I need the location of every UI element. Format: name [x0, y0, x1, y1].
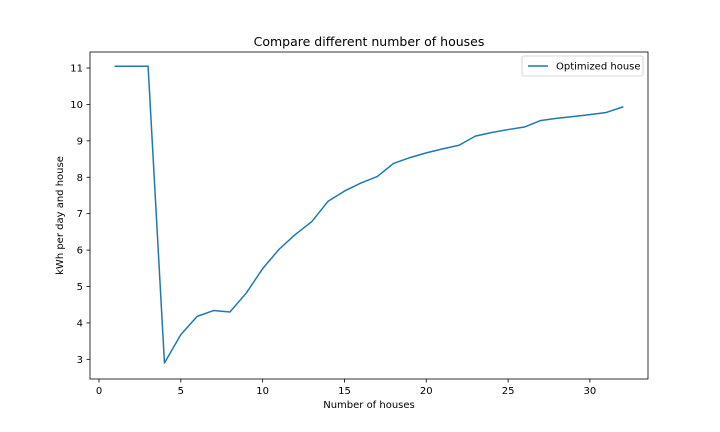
x-tick-label: 5	[178, 386, 184, 397]
x-tick-label: 0	[96, 386, 102, 397]
legend-label-optimized-house: Optimized house	[556, 62, 641, 73]
series-line-optimized-house	[114, 65, 624, 364]
y-tick-label: 8	[77, 173, 83, 184]
x-tick-label: 30	[584, 386, 597, 397]
y-tick-label: 11	[70, 64, 83, 75]
y-tick-label: 10	[70, 100, 83, 111]
x-axis-label: Number of houses	[323, 400, 415, 411]
x-axis-ticks: 0 5 10 15 20 25 30	[96, 379, 596, 397]
y-tick-label: 7	[77, 209, 83, 220]
y-tick-label: 5	[77, 282, 83, 293]
y-tick-label: 6	[77, 246, 83, 257]
legend-box	[521, 55, 644, 77]
y-axis-ticks: 3 4 5 6 7 8 9 10 11	[70, 64, 90, 366]
chart-title: Compare different number of houses	[254, 34, 485, 49]
x-tick-label: 15	[338, 386, 351, 397]
y-tick-label: 4	[77, 318, 83, 329]
x-tick-label: 10	[256, 386, 269, 397]
plot-frame	[89, 51, 649, 380]
plot-area: 0 5 10 15 20 25 30 3 4 5 6 7 8 9 10 11	[70, 51, 649, 397]
legend: Optimized house	[521, 55, 644, 77]
y-tick-label: 3	[77, 355, 83, 366]
x-tick-label: 25	[502, 386, 515, 397]
series-layer	[114, 65, 624, 364]
y-axis-label: kWh per day and house	[55, 156, 66, 275]
y-tick-label: 9	[77, 136, 83, 147]
x-tick-label: 20	[420, 386, 433, 397]
